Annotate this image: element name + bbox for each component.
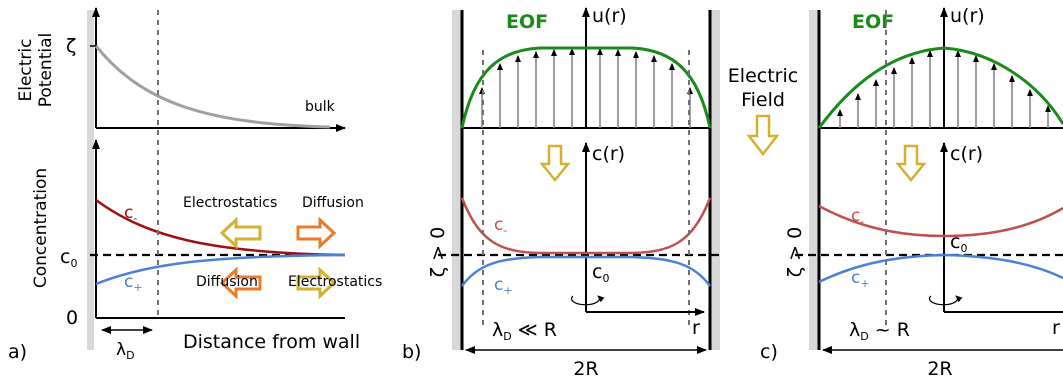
u-label-b: u(r) — [592, 5, 627, 27]
electric-field-indicator: Electric Field — [728, 65, 798, 157]
diameter-label-c: 2R — [927, 358, 952, 380]
c-plus-label-a: c+ — [124, 272, 143, 294]
c-plus-label-c: c+ — [851, 268, 870, 290]
c-minus-curve-a — [95, 198, 346, 257]
diameter-label-b: 2R — [573, 358, 598, 380]
rotation-icon-c — [928, 295, 963, 306]
c-minus-label-b: c- — [494, 215, 507, 237]
left-wall-strip-c — [809, 10, 818, 350]
lambda-label-b: λD ≪ R — [492, 319, 557, 343]
c-plus-curve-c — [818, 253, 1063, 284]
electrostatics-label-upper: Electrostatics — [183, 195, 277, 211]
c0-label-c: c0 — [950, 231, 967, 255]
diffusion-arrow-upper — [296, 216, 337, 250]
potential-axis-label-line2: Potential — [36, 33, 56, 107]
bulk-label: bulk — [305, 99, 336, 115]
c-plus-curve-a — [95, 253, 346, 286]
electrostatics-label-lower: Electrostatics — [288, 274, 382, 290]
c-minus-curve-c — [818, 204, 1063, 238]
eof-label-c: EOF — [852, 11, 894, 33]
electrostatics-arrow-upper — [219, 216, 262, 250]
c0-label-a: c0 — [60, 246, 77, 270]
eof-profile-c — [817, 46, 1063, 129]
c0-label-b: c0 — [592, 261, 609, 285]
down-arrow-c — [895, 144, 927, 182]
eof-profile-b — [460, 46, 712, 129]
potential-axis-label-line1: Electric — [16, 39, 36, 102]
panel-b-label: b) — [402, 341, 421, 363]
panel-b: EOF u(r) c(r) c- c+ c0 r λD ≪ R 2R ζ > 0… — [402, 5, 720, 380]
c-label-b: c(r) — [592, 143, 625, 165]
c-minus-curve-b — [460, 197, 712, 255]
diffusion-arrow-lower — [219, 266, 262, 300]
diffusion-label-lower: Diffusion — [196, 274, 258, 290]
r-label-b: r — [692, 317, 700, 339]
panel-a-label: a) — [8, 341, 27, 363]
distance-axis-label: Distance from wall — [183, 331, 360, 353]
c-minus-label-c: c- — [851, 206, 864, 228]
zeta-label-b: ζ > 0 — [427, 227, 449, 277]
u-label-c: u(r) — [950, 5, 985, 27]
zero-label: 0 — [66, 307, 78, 329]
velocity-arrows-c — [837, 50, 1051, 128]
eof-label-b: EOF — [506, 11, 548, 33]
rotation-icon-b — [570, 295, 605, 306]
lambda-label-c: λD ~ R — [849, 319, 910, 343]
right-wall-strip-b — [711, 10, 720, 350]
wall-strip-a — [87, 10, 94, 350]
c-minus-label-a: c- — [124, 203, 137, 225]
potential-curve — [94, 45, 331, 129]
c-plus-curve-b — [460, 255, 712, 287]
electric-field-label-line1: Electric — [728, 65, 798, 87]
left-wall-strip-b — [452, 10, 461, 350]
concentration-axis-label: Concentration — [31, 168, 51, 288]
zeta-label: ζ — [66, 35, 76, 57]
panel-a: ζ bulk Electric Potential Concentration … — [8, 7, 382, 363]
panel-c: EOF u(r) c(r) c- c+ c0 r λD ~ R 2R ζ > 0… — [760, 5, 1063, 380]
electric-field-label-line2: Field — [741, 89, 785, 111]
r-label-c: r — [1052, 317, 1060, 339]
c-label-c: c(r) — [950, 143, 983, 165]
electric-field-arrow — [746, 114, 780, 157]
c-plus-label-b: c+ — [494, 275, 513, 297]
zeta-label-c: ζ > 0 — [784, 227, 806, 277]
diffusion-label-upper: Diffusion — [302, 195, 364, 211]
electrostatics-arrow-lower — [296, 266, 337, 300]
down-arrow-b — [539, 144, 571, 182]
lambda-label-a: λD — [116, 340, 135, 362]
panel-c-label: c) — [760, 341, 778, 363]
